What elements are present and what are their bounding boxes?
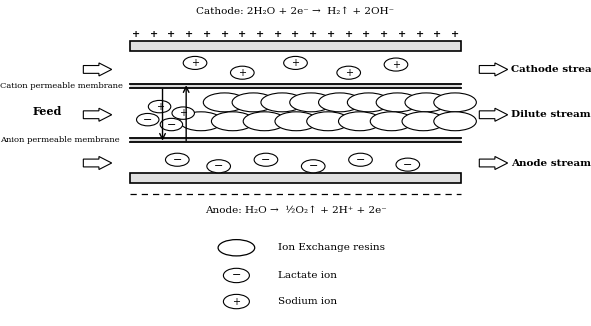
- Text: +: +: [398, 30, 406, 39]
- Polygon shape: [479, 156, 508, 170]
- Text: Cation permeable membrane: Cation permeable membrane: [0, 82, 123, 90]
- Ellipse shape: [275, 112, 317, 131]
- Text: +: +: [362, 30, 371, 39]
- Text: −: −: [261, 155, 271, 165]
- Circle shape: [165, 153, 189, 166]
- Text: Anion permeable membrane: Anion permeable membrane: [0, 136, 119, 144]
- Polygon shape: [83, 108, 112, 121]
- Ellipse shape: [402, 112, 444, 131]
- Text: +: +: [203, 30, 211, 39]
- Circle shape: [396, 158, 420, 171]
- Circle shape: [148, 100, 171, 113]
- Text: +: +: [167, 30, 176, 39]
- Circle shape: [223, 268, 249, 283]
- Text: Dilute stream: Dilute stream: [511, 110, 591, 119]
- Text: +: +: [291, 30, 300, 39]
- Text: +: +: [274, 30, 282, 39]
- Ellipse shape: [348, 93, 390, 112]
- Text: −: −: [214, 161, 223, 171]
- Text: +: +: [291, 58, 300, 68]
- Ellipse shape: [290, 93, 332, 112]
- Ellipse shape: [261, 93, 304, 112]
- Text: −: −: [356, 155, 365, 165]
- Text: +: +: [220, 30, 229, 39]
- Circle shape: [223, 294, 249, 309]
- Text: +: +: [415, 30, 424, 39]
- Text: +: +: [345, 68, 353, 78]
- Text: +: +: [232, 297, 241, 306]
- Ellipse shape: [203, 93, 246, 112]
- Ellipse shape: [339, 112, 381, 131]
- Text: −: −: [232, 271, 241, 280]
- Text: −: −: [309, 161, 318, 171]
- Text: +: +: [392, 60, 400, 69]
- Circle shape: [137, 113, 159, 126]
- Text: −: −: [167, 120, 176, 129]
- Ellipse shape: [434, 112, 476, 131]
- Text: Anode: H₂O →  ½O₂↑ + 2H⁺ + 2e⁻: Anode: H₂O → ½O₂↑ + 2H⁺ + 2e⁻: [204, 206, 387, 215]
- Text: +: +: [179, 108, 187, 118]
- Circle shape: [172, 107, 194, 119]
- Text: +: +: [132, 30, 140, 39]
- FancyBboxPatch shape: [130, 41, 461, 51]
- Polygon shape: [83, 156, 112, 170]
- Ellipse shape: [232, 93, 275, 112]
- Text: +: +: [345, 30, 353, 39]
- Text: +: +: [150, 30, 158, 39]
- Text: +: +: [327, 30, 335, 39]
- Polygon shape: [130, 84, 461, 88]
- Circle shape: [337, 66, 361, 79]
- Text: +: +: [256, 30, 264, 39]
- Ellipse shape: [307, 112, 349, 131]
- Polygon shape: [130, 138, 461, 142]
- Text: +: +: [309, 30, 317, 39]
- Circle shape: [301, 160, 325, 173]
- Text: +: +: [191, 58, 199, 68]
- FancyBboxPatch shape: [130, 173, 461, 183]
- Ellipse shape: [218, 240, 255, 256]
- Text: Cathode stream: Cathode stream: [511, 65, 591, 74]
- Text: +: +: [433, 30, 441, 39]
- Text: +: +: [155, 102, 164, 111]
- Text: Ion Exchange resins: Ion Exchange resins: [278, 243, 385, 252]
- Ellipse shape: [376, 93, 418, 112]
- Circle shape: [160, 118, 183, 131]
- Circle shape: [230, 66, 254, 79]
- Ellipse shape: [370, 112, 413, 131]
- Circle shape: [284, 56, 307, 69]
- Polygon shape: [83, 63, 112, 76]
- Circle shape: [207, 160, 230, 173]
- Polygon shape: [479, 63, 508, 76]
- Circle shape: [254, 153, 278, 166]
- Ellipse shape: [243, 112, 286, 131]
- Ellipse shape: [319, 93, 361, 112]
- Circle shape: [183, 56, 207, 69]
- Text: Lactate ion: Lactate ion: [278, 271, 337, 280]
- Text: +: +: [451, 30, 459, 39]
- Ellipse shape: [180, 112, 222, 131]
- Ellipse shape: [434, 93, 476, 112]
- Text: Anode stream: Anode stream: [511, 158, 591, 168]
- Text: +: +: [238, 68, 246, 78]
- Text: +: +: [185, 30, 193, 39]
- Text: Sodium ion: Sodium ion: [278, 297, 337, 306]
- Circle shape: [349, 153, 372, 166]
- Circle shape: [384, 58, 408, 71]
- Text: +: +: [238, 30, 246, 39]
- Text: Cathode: 2H₂O + 2e⁻ →  H₂↑ + 2OH⁻: Cathode: 2H₂O + 2e⁻ → H₂↑ + 2OH⁻: [196, 7, 395, 16]
- Polygon shape: [479, 108, 508, 121]
- Text: Feed: Feed: [33, 106, 62, 117]
- Text: −: −: [143, 115, 152, 125]
- Text: −: −: [173, 155, 182, 165]
- Text: −: −: [403, 160, 413, 170]
- Text: +: +: [380, 30, 388, 39]
- Ellipse shape: [212, 112, 254, 131]
- Ellipse shape: [405, 93, 447, 112]
